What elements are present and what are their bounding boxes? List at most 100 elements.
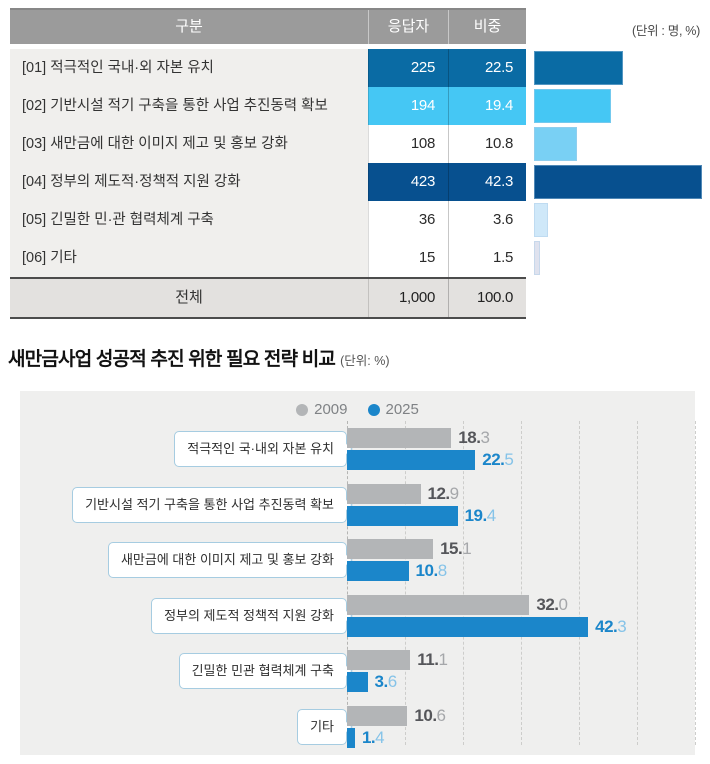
value-2025-main: 22. xyxy=(482,450,505,469)
bar-2025 xyxy=(347,450,476,470)
value-2025: 22.5 xyxy=(482,450,514,470)
value-2025-main: 1. xyxy=(361,728,376,747)
table-row: [01] 적극적인 국내·외 자본 유치 225 22.5 xyxy=(10,49,526,87)
value-2009-dec: 9 xyxy=(449,483,459,503)
category-label: 긴밀한 민관 협력체계 구축 xyxy=(178,653,353,690)
share-cell: 22.5 xyxy=(448,49,526,87)
chart-row: 기반시설 적기 구축을 통한 사업 추진동력 확보 12.9 19.4 xyxy=(20,483,695,526)
category-label: 정부의 제도적 정책적 지원 강화 xyxy=(151,597,353,634)
survey-table: 구분 응답자 비중 [01] 적극적인 국내·외 자본 유치 225 22.5 [02… xyxy=(10,8,526,319)
table-row-label: [05] 긴밀한 민·관 협력체계 구축 xyxy=(10,201,368,239)
table-bar xyxy=(534,203,548,237)
bar-2025 xyxy=(347,728,355,748)
respondents-cell: 194 xyxy=(368,87,448,125)
value-2025-main: 42. xyxy=(595,616,618,636)
value-2009-main: 10. xyxy=(414,706,437,725)
chart-legend: 2009 2025 xyxy=(20,401,695,418)
value-2025-dec: 4 xyxy=(486,505,496,525)
bar-2009 xyxy=(347,483,421,504)
chart-unit-note: (단위: %) xyxy=(340,354,390,368)
category-label: 기반시설 적기 구축을 통한 사업 추진동력 확보 xyxy=(72,486,353,523)
share-cell: 19.4 xyxy=(448,87,526,125)
value-2025: 1.4 xyxy=(361,728,385,748)
gridline xyxy=(695,421,696,745)
bar-2025 xyxy=(347,672,368,693)
value-2009-dec: 1 xyxy=(438,650,448,670)
respondents-cell: 15 xyxy=(368,239,448,277)
table-row: [04] 정부의 제도적·정책적 지원 강화 423 42.3 xyxy=(10,163,526,201)
table-bar xyxy=(534,89,611,123)
table-row-label: [03] 새만금에 대한 이미지 제고 및 홍보 강화 xyxy=(10,125,368,163)
share-cell: 10.8 xyxy=(448,125,526,163)
bar-2009 xyxy=(347,594,530,615)
value-2009-dec: 0 xyxy=(558,594,568,614)
respondents-cell: 108 xyxy=(368,125,448,163)
legend-label: 2025 xyxy=(385,401,419,418)
table-row: [06] 기타 15 1.5 xyxy=(10,239,526,277)
chart-title-row: 새만금사업 성공적 추진 위한 필요 전략 비교 (단위: %) xyxy=(8,344,390,371)
value-2009-dec: 6 xyxy=(436,706,446,725)
table-total-row: 전체 1,000 100.0 xyxy=(10,277,526,319)
value-2025-dec: 6 xyxy=(387,672,397,692)
value-2025: 10.8 xyxy=(415,561,448,581)
bar-2009 xyxy=(347,650,411,671)
value-2009: 10.6 xyxy=(414,706,446,726)
bar-2025 xyxy=(347,616,589,637)
total-share: 100.0 xyxy=(448,279,526,317)
value-2025-main: 10. xyxy=(415,561,439,581)
table-header-row: 구분 응답자 비중 xyxy=(10,8,526,44)
table-row: [03] 새만금에 대한 이미지 제고 및 홍보 강화 108 10.8 xyxy=(10,125,526,163)
legend-dot-2009 xyxy=(296,403,309,416)
value-2025-dec: 8 xyxy=(437,561,447,581)
legend-item-2009: 2009 xyxy=(296,401,348,418)
value-2009-main: 11. xyxy=(417,650,439,670)
table-row-label: [02] 기반시설 적기 구축을 통한 사업 추진동력 확보 xyxy=(10,87,368,125)
category-label-text: 새만금에 대한 이미지 제고 및 홍보 강화 xyxy=(120,552,334,568)
total-respondents: 1,000 xyxy=(368,279,448,317)
category-label: 기타 xyxy=(297,709,353,745)
table-row-label: [01] 적극적인 국내·외 자본 유치 xyxy=(10,49,368,87)
respondents-cell: 423 xyxy=(368,163,448,201)
bar-2009 xyxy=(347,428,452,448)
value-2025-dec: 5 xyxy=(504,450,514,469)
value-2009: 18.3 xyxy=(458,428,490,448)
respondents-cell: 225 xyxy=(368,49,448,87)
category-label: 적극적인 국·내외 자본 유치 xyxy=(174,431,353,467)
table-unit-note: (단위 : 명, %) xyxy=(631,24,700,38)
value-2009-dec: 1 xyxy=(462,539,472,559)
chart-title: 새만금사업 성공적 추진 위한 필요 전략 비교 xyxy=(8,349,336,370)
gridline xyxy=(579,421,580,745)
total-label: 전체 xyxy=(175,289,203,306)
value-2025: 42.3 xyxy=(595,616,627,637)
chart-row: 새만금에 대한 이미지 제고 및 홍보 강화 15.1 10.8 xyxy=(20,539,695,582)
value-2009-main: 15. xyxy=(440,539,463,559)
table-row-label: [04] 정부의 제도적·정책적 지원 강화 xyxy=(10,163,368,201)
gridline xyxy=(637,421,638,745)
table-bar xyxy=(534,165,702,199)
value-2009-main: 18. xyxy=(458,428,481,447)
legend-dot-2025 xyxy=(367,403,380,416)
category-label-text: 기반시설 적기 구축을 통한 사업 추진동력 확보 xyxy=(85,496,334,512)
value-2025: 19.4 xyxy=(465,505,497,526)
col-header-respondents: 응답자 xyxy=(368,10,448,44)
bar-2025 xyxy=(347,505,458,526)
value-2009: 15.1 xyxy=(440,539,472,559)
value-2009: 32.0 xyxy=(536,594,568,615)
chart-row: 정부의 제도적 정책적 지원 강화 32.0 42.3 xyxy=(20,594,695,637)
share-cell: 42.3 xyxy=(448,163,526,201)
value-2025-dec: 3 xyxy=(617,616,627,636)
value-2009-main: 12. xyxy=(427,483,451,503)
category-label-text: 기타 xyxy=(310,719,334,734)
col-header-share: 비중 xyxy=(448,10,526,44)
table-bar xyxy=(534,51,623,85)
chart-row: 긴밀한 민관 협력체계 구축 11.1 3.6 xyxy=(20,650,695,693)
gridline xyxy=(463,421,464,745)
comparison-chart: 2009 2025 적극적인 국·내외 자본 유치 18.3 22.5 기반시설 적기 … xyxy=(20,391,696,755)
category-label-text: 적극적인 국·내외 자본 유치 xyxy=(187,441,334,456)
chart-row: 적극적인 국·내외 자본 유치 18.3 22.5 xyxy=(20,428,695,470)
table-row: [02] 기반시설 적기 구축을 통한 사업 추진동력 확보 194 19.4 xyxy=(10,87,526,125)
table-row-label: [06] 기타 xyxy=(10,239,368,277)
table-row: [05] 긴밀한 민·관 협력체계 구축 36 3.6 xyxy=(10,201,526,239)
table-bar xyxy=(534,241,540,275)
